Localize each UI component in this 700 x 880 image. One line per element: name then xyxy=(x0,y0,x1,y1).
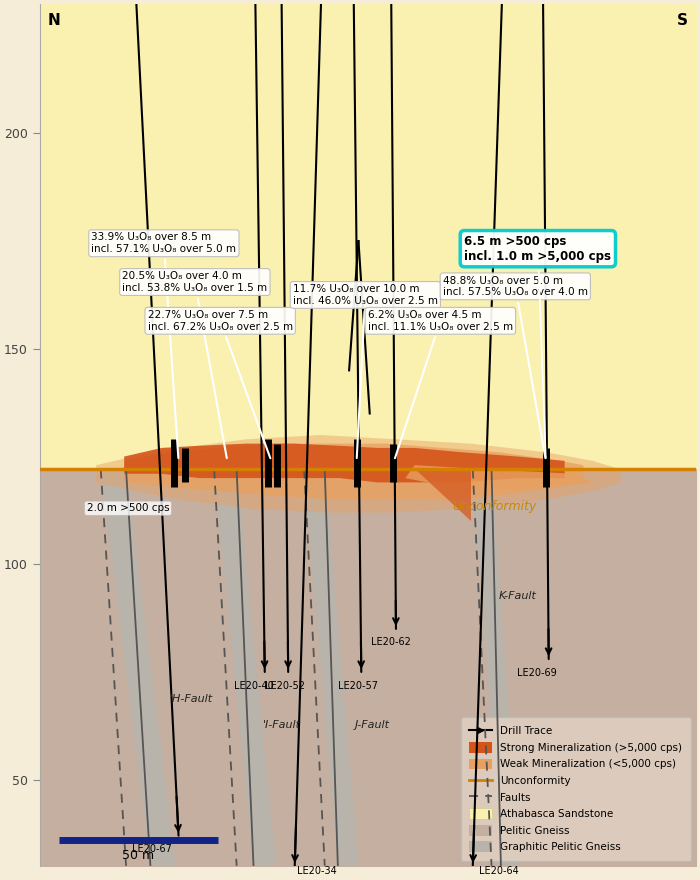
Polygon shape xyxy=(405,466,593,491)
Polygon shape xyxy=(473,469,519,866)
Polygon shape xyxy=(304,469,358,866)
Text: 33.9% U₃O₈ over 8.5 m
incl. 57.1% U₃O₈ over 5.0 m: 33.9% U₃O₈ over 8.5 m incl. 57.1% U₃O₈ o… xyxy=(92,232,237,458)
Text: S: S xyxy=(678,13,688,28)
Text: LE20-69: LE20-69 xyxy=(517,668,556,678)
Text: Unconformity: Unconformity xyxy=(452,500,537,513)
Polygon shape xyxy=(124,444,565,482)
Text: N: N xyxy=(48,13,60,28)
Text: 11.7% U₃O₈ over 10.0 m
incl. 46.0% U₃O₈ over 2.5 m: 11.7% U₃O₈ over 10.0 m incl. 46.0% U₃O₈ … xyxy=(293,284,438,458)
Text: K-Fault: K-Fault xyxy=(499,590,537,601)
Text: LE20-34: LE20-34 xyxy=(298,866,337,876)
Text: 20.5% U₃O₈ over 4.0 m
incl. 53.8% U₃O₈ over 1.5 m: 20.5% U₃O₈ over 4.0 m incl. 53.8% U₃O₈ o… xyxy=(122,271,267,458)
Polygon shape xyxy=(124,444,583,500)
Text: 22.7% U₃O₈ over 7.5 m
incl. 67.2% U₃O₈ over 2.5 m: 22.7% U₃O₈ over 7.5 m incl. 67.2% U₃O₈ o… xyxy=(148,310,293,458)
Text: LE20-62: LE20-62 xyxy=(371,637,411,648)
Polygon shape xyxy=(96,435,621,512)
Text: 6.5 m >500 cps
incl. 1.0 m >5,000 cps: 6.5 m >500 cps incl. 1.0 m >5,000 cps xyxy=(464,235,611,458)
Text: 50 m: 50 m xyxy=(122,848,154,862)
Text: J-Fault: J-Fault xyxy=(355,720,390,730)
Text: 'H-Fault: 'H-Fault xyxy=(170,694,214,704)
Polygon shape xyxy=(101,469,176,866)
Text: 6.2% U₃O₈ over 4.5 m
incl. 11.1% U₃O₈ over 2.5 m: 6.2% U₃O₈ over 4.5 m incl. 11.1% U₃O₈ ov… xyxy=(368,310,513,458)
Text: LE20-67: LE20-67 xyxy=(132,844,172,854)
Text: 'I-Fault: 'I-Fault xyxy=(262,720,300,730)
Text: LE20-40: LE20-40 xyxy=(234,680,274,691)
Text: LE20-57: LE20-57 xyxy=(339,680,379,691)
Text: LE20-64: LE20-64 xyxy=(480,866,519,876)
Polygon shape xyxy=(414,469,471,521)
Text: 2.0 m >500 cps: 2.0 m >500 cps xyxy=(87,503,169,513)
Text: LE20-52: LE20-52 xyxy=(265,680,305,691)
Text: 48.8% U₃O₈ over 5.0 m
incl. 57.5% U₃O₈ over 4.0 m: 48.8% U₃O₈ over 5.0 m incl. 57.5% U₃O₈ o… xyxy=(443,275,588,458)
Polygon shape xyxy=(214,469,276,866)
Legend: Drill Trace, Strong Mineralization (>5,000 cps), Weak Mineralization (<5,000 cps: Drill Trace, Strong Mineralization (>5,0… xyxy=(461,717,691,861)
